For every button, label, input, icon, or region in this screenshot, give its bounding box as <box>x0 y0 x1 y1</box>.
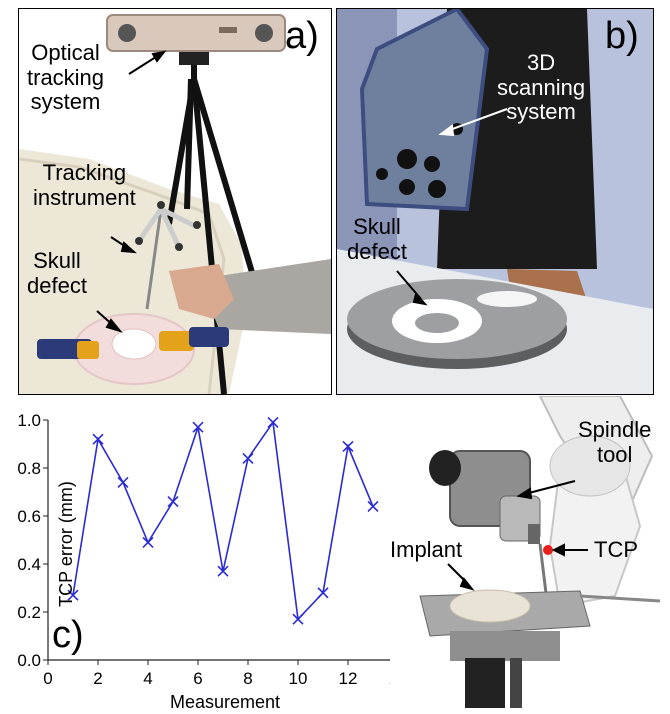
data-point-marker <box>92 433 104 445</box>
tracking-instrument-shape <box>135 201 201 310</box>
x-tick-label: 8 <box>243 669 252 688</box>
scanning-system-label: 3D scanning system <box>497 50 586 125</box>
panel-b-tag: b) <box>605 15 639 57</box>
data-point-marker <box>292 613 304 625</box>
panel-a-illustration <box>19 14 331 394</box>
data-point-marker <box>67 589 79 601</box>
panel-b-illustration <box>337 9 653 394</box>
series-line <box>72 420 374 621</box>
arm-shape <box>199 259 331 334</box>
data-point-marker <box>317 587 329 599</box>
panel-c-tag: c) <box>52 614 84 656</box>
data-point-marker <box>367 500 379 512</box>
data-point-marker <box>342 440 354 452</box>
chart-x-axis-label: Measurement <box>170 692 280 712</box>
x-tick-label: 4 <box>143 669 152 688</box>
data-point-marker <box>167 496 179 508</box>
chart-y-axis-label: TCP error (mm) <box>56 481 76 607</box>
optical-tracking-label: Optical tracking system <box>27 40 105 115</box>
data-point-marker <box>242 452 254 464</box>
data-point-marker <box>267 416 279 428</box>
skull-defect-label-b: Skull defect <box>347 214 407 264</box>
y-tick-label: 0.6 <box>17 507 41 526</box>
data-point-marker <box>117 476 129 488</box>
data-point-marker <box>192 421 204 433</box>
panel-a-arrows <box>96 50 167 333</box>
y-tick-label: 0.0 <box>17 651 41 670</box>
scanner-shape <box>359 9 490 212</box>
panel-d-photo: Spindle tool TCP Implant <box>390 396 670 714</box>
y-tick-label: 0.2 <box>17 603 41 622</box>
fixture-shape <box>419 589 661 708</box>
implant-label: Implant <box>390 537 463 562</box>
panel-a-tag: a) <box>285 15 319 57</box>
tcp-point <box>543 545 553 555</box>
panel-b-photo: 3D scanning system Skull defect b) <box>336 8 654 395</box>
tcp-error-chart: 024681012140.00.20.40.60.81.0 TCP error … <box>17 411 407 712</box>
panel-d-arrows <box>447 480 588 591</box>
data-point-marker <box>217 565 229 577</box>
tracking-instrument-label: Tracking instrument <box>33 160 136 210</box>
y-tick-label: 0.8 <box>17 459 41 478</box>
x-tick-label: 10 <box>289 669 308 688</box>
x-tick-label: 6 <box>193 669 202 688</box>
y-tick-label: 0.4 <box>17 555 41 574</box>
data-point-marker <box>142 536 154 548</box>
x-tick-label: 0 <box>43 669 52 688</box>
y-tick-label: 1.0 <box>17 411 41 430</box>
panel-b-scanner-arrow <box>438 108 508 137</box>
optical-camera-shape <box>106 14 286 52</box>
panel-b-skull-arrow <box>396 270 428 306</box>
tcp-label: TCP <box>594 537 638 562</box>
panel-d-illustration <box>419 396 661 708</box>
panel-c-chart: 024681012140.00.20.40.60.81.0 TCP error … <box>0 400 410 714</box>
x-tick-label: 2 <box>93 669 102 688</box>
skull-defect-label-a: Skull defect <box>27 248 87 298</box>
spindle-tool-label: Spindle tool <box>578 417 652 467</box>
spindle-tool-shape <box>429 450 552 627</box>
panel-a-photo: Optical tracking system Tracking instrum… <box>18 8 332 395</box>
x-tick-label: 12 <box>339 669 358 688</box>
